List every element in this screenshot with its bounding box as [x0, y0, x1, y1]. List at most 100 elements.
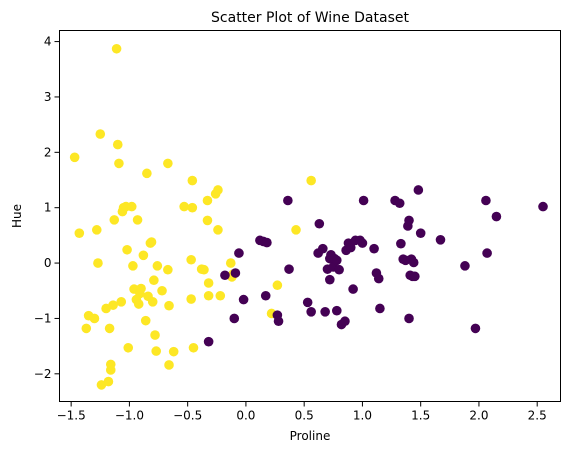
data-point-class-1-56 [413, 185, 424, 195]
data-point-class-0-10 [103, 376, 114, 387]
data-point-class-1-13 [284, 264, 294, 274]
data-point-class-1-58 [435, 235, 446, 245]
data-point-class-0-30 [133, 299, 144, 309]
y-tick-label: 3 [44, 90, 52, 104]
data-point-class-1-50 [404, 313, 414, 324]
data-point-class-1-62 [482, 248, 492, 258]
data-point-class-1-37 [357, 238, 368, 248]
data-point-class-1-39 [369, 243, 379, 254]
data-point-class-0-42 [151, 346, 161, 356]
x-tick-label: −1.0 [115, 409, 144, 423]
data-point-class-0-72 [306, 175, 316, 186]
data-point-class-0-45 [163, 264, 173, 275]
data-point-class-1-28 [334, 264, 344, 275]
data-point-class-0-58 [202, 195, 213, 206]
data-point-class-0-25 [126, 201, 137, 212]
data-point-class-0-70 [272, 280, 283, 291]
data-point-class-1-14 [302, 297, 313, 308]
data-point-class-0-44 [157, 285, 167, 296]
data-point-class-0-2 [81, 323, 92, 334]
data-point-class-0-63 [213, 185, 223, 195]
data-point-class-0-34 [140, 315, 151, 326]
y-tick-label: −2 [34, 367, 52, 381]
data-point-class-1-42 [375, 303, 385, 314]
data-point-class-1-44 [394, 198, 405, 209]
data-point-class-1-33 [345, 242, 356, 253]
data-point-class-0-17 [112, 139, 123, 150]
data-point-class-1-3 [230, 268, 241, 278]
data-point-class-0-48 [164, 360, 174, 370]
data-point-class-1-30 [340, 316, 350, 327]
data-point-class-1-4 [234, 248, 244, 258]
data-point-class-0-53 [187, 175, 198, 186]
data-point-class-1-12 [283, 195, 293, 206]
data-point-class-0-11 [104, 323, 115, 334]
data-point-class-1-8 [260, 290, 271, 301]
y-tick-label: 4 [44, 35, 52, 49]
data-point-class-1-49 [404, 215, 414, 226]
data-point-class-0-46 [163, 158, 173, 169]
data-point-class-0-47 [164, 300, 174, 311]
data-point-class-0-39 [147, 297, 158, 307]
data-point-class-0-41 [150, 330, 160, 340]
data-point-class-0-32 [136, 283, 146, 294]
chart-title: Scatter Plot of Wine Dataset [211, 10, 409, 26]
data-point-class-0-49 [168, 346, 179, 357]
data-point-class-0-66 [225, 258, 236, 268]
x-tick-label: 0.5 [295, 409, 314, 423]
data-point-class-1-22 [325, 274, 335, 285]
x-tick-label: −0.5 [173, 409, 202, 423]
data-point-class-1-63 [491, 211, 502, 222]
data-point-class-0-13 [105, 365, 116, 375]
x-tick-label: −1.5 [57, 409, 86, 423]
data-point-class-1-5 [238, 294, 249, 305]
data-point-class-0-61 [203, 290, 214, 301]
data-point-class-0-54 [187, 202, 198, 213]
x-axis: −1.5 −1.0 −0.5 0.0 0.5 1.0 1.5 2.0 2.5 [57, 401, 547, 423]
y-tick-label: 1 [44, 201, 52, 215]
data-point-class-0-51 [186, 254, 196, 265]
data-point-class-0-60 [203, 278, 214, 288]
points-layer [69, 43, 548, 390]
y-tick-label: 0 [44, 256, 52, 270]
y-tick-label: −1 [34, 311, 52, 325]
data-point-class-1-54 [408, 257, 419, 268]
data-point-class-0-38 [146, 237, 157, 247]
data-point-class-0-29 [132, 215, 143, 225]
data-point-class-0-43 [152, 261, 163, 271]
data-point-class-0-71 [291, 225, 301, 235]
data-point-class-1-26 [332, 255, 342, 266]
data-point-class-1-17 [314, 218, 325, 229]
x-axis-label: Proline [290, 429, 331, 443]
data-point-class-1-34 [348, 284, 358, 294]
data-point-class-0-59 [202, 215, 213, 226]
y-tick-label: 2 [44, 145, 52, 159]
x-tick-label: 1.0 [353, 409, 372, 423]
data-point-class-0-19 [116, 297, 127, 307]
y-axis: −2 −1 0 1 2 3 4 [34, 35, 60, 381]
data-point-class-1-27 [332, 305, 342, 316]
data-point-class-0-55 [188, 342, 199, 353]
data-point-class-0-7 [95, 129, 106, 139]
data-point-class-1-41 [373, 273, 384, 284]
data-point-class-0-24 [123, 342, 134, 353]
data-point-class-1-2 [229, 313, 240, 324]
data-point-class-0-40 [149, 275, 159, 286]
data-point-class-1-61 [481, 195, 491, 206]
y-axis-label: Hue [10, 204, 24, 228]
data-point-class-1-11 [273, 316, 284, 327]
data-point-class-1-19 [320, 307, 330, 317]
data-point-class-1-60 [470, 323, 481, 334]
data-point-class-0-14 [108, 300, 118, 310]
data-point-class-0-33 [138, 250, 149, 261]
data-point-class-0-65 [215, 290, 226, 301]
data-point-class-0-6 [93, 258, 103, 268]
plot-frame [59, 30, 561, 402]
data-point-class-0-23 [122, 244, 132, 255]
x-tick-label: 2.0 [469, 409, 488, 423]
data-point-class-1-9 [262, 237, 272, 248]
data-point-class-1-59 [460, 261, 470, 271]
data-point-class-0-16 [111, 43, 122, 54]
x-tick-label: 2.5 [528, 409, 547, 423]
